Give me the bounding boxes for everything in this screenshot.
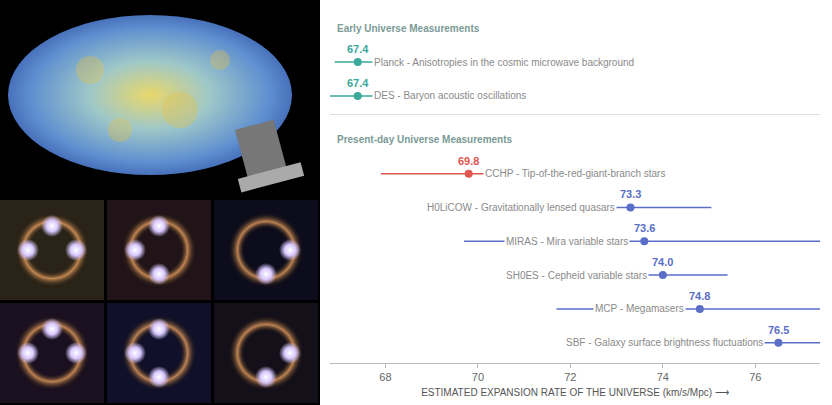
svg-text:76: 76 bbox=[749, 371, 761, 383]
svg-text:Present-day Universe Measureme: Present-day Universe Measurements bbox=[337, 134, 513, 145]
svg-text:CCHP - Tip-of-the-red-giant-br: CCHP - Tip-of-the-red-giant-branch stars bbox=[485, 168, 665, 179]
svg-text:67.4: 67.4 bbox=[347, 77, 369, 89]
svg-text:74: 74 bbox=[657, 371, 669, 383]
svg-text:76.5: 76.5 bbox=[768, 324, 789, 336]
svg-text:73.3: 73.3 bbox=[620, 188, 641, 200]
svg-text:Planck - Anisotropies in the c: Planck - Anisotropies in the cosmic micr… bbox=[374, 57, 634, 68]
svg-text:H0LiCOW - Gravitationally lens: H0LiCOW - Gravitationally lensed quasars bbox=[427, 202, 615, 213]
svg-text:SBF - Galaxy surface brightnes: SBF - Galaxy surface brightness fluctuat… bbox=[566, 337, 763, 348]
svg-text:74.8: 74.8 bbox=[689, 290, 710, 302]
svg-text:67.4: 67.4 bbox=[347, 43, 369, 55]
svg-text:74.0: 74.0 bbox=[652, 256, 673, 268]
svg-text:70: 70 bbox=[472, 371, 484, 383]
svg-text:Early Universe Measurements: Early Universe Measurements bbox=[337, 23, 480, 34]
svg-text:73.6: 73.6 bbox=[634, 222, 655, 234]
svg-text:ESTIMATED EXPANSION RATE OF TH: ESTIMATED EXPANSION RATE OF THE UNIVERSE… bbox=[421, 387, 729, 398]
svg-text:69.8: 69.8 bbox=[458, 155, 479, 167]
svg-text:72: 72 bbox=[564, 371, 576, 383]
svg-text:68: 68 bbox=[379, 371, 391, 383]
svg-text:MIRAS - Mira variable stars: MIRAS - Mira variable stars bbox=[506, 236, 628, 247]
svg-text:DES - Baryon acoustic oscillat: DES - Baryon acoustic oscillations bbox=[374, 90, 526, 101]
svg-text:MCP - Megamasers: MCP - Megamasers bbox=[595, 303, 684, 314]
svg-text:SH0ES - Cepheid variable stars: SH0ES - Cepheid variable stars bbox=[506, 270, 647, 281]
